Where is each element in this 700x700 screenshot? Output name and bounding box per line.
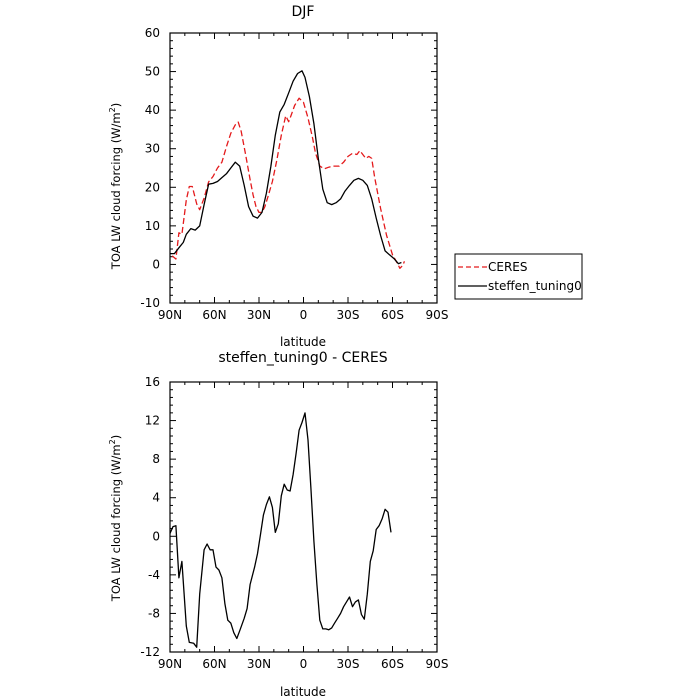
y-axis-label: TOA LW cloud forcing (W/m2) xyxy=(108,435,123,602)
y-tick-label: 0 xyxy=(152,529,160,543)
y-axis-label: TOA LW cloud forcing (W/m2) xyxy=(108,103,123,270)
legend-box xyxy=(454,253,583,300)
x-tick-label: 0 xyxy=(300,308,308,322)
x-tick-label: 90N xyxy=(158,657,182,671)
plot-frame xyxy=(169,381,438,653)
y-tick-label: -4 xyxy=(148,568,160,582)
x-tick-label: 30S xyxy=(337,657,360,671)
legend-label-steffen-tuning0: steffen_tuning0 xyxy=(488,279,582,293)
chart-title: DJF xyxy=(292,4,315,20)
x-tick-label: 60S xyxy=(381,308,404,322)
x-tick-label: 30S xyxy=(337,308,360,322)
x-tick-label: 60S xyxy=(381,657,404,671)
panel-djf: DJF TOA LW cloud forcing (W/m2) latitude… xyxy=(108,4,583,349)
plot-area: 90N 60N 30N 0 30S 60S 90S -12 -8 -4 0 4 8 12 16 xyxy=(140,375,448,671)
x-tick-label: 60N xyxy=(202,308,226,322)
y-tick-label: 50 xyxy=(145,65,160,79)
x-axis-label: latitude xyxy=(280,335,326,349)
series-line-steffen-tuning0 xyxy=(170,70,402,265)
x-tick-label: 90S xyxy=(426,308,449,322)
x-tick-label: 0 xyxy=(300,657,308,671)
plot-area: 90N 60N 30N 0 30S 60S 90S -10 0 10 20 30 40 50 60 xyxy=(140,26,448,322)
series-line-difference xyxy=(169,412,392,648)
x-axis-label: latitude xyxy=(280,685,326,699)
x-tick-label: 90S xyxy=(426,657,449,671)
series-line-ceres xyxy=(171,97,406,269)
y-tick-label: 20 xyxy=(145,180,160,194)
y-tick-label: 40 xyxy=(145,103,160,117)
y-tick-label: -10 xyxy=(140,296,160,310)
y-tick-label: 30 xyxy=(145,142,160,156)
y-tick-label: -8 xyxy=(148,606,160,620)
x-tick-label: 30N xyxy=(247,657,271,671)
x-tick-label: 30N xyxy=(247,308,271,322)
legend-label-ceres: CERES xyxy=(488,260,528,274)
y-tick-label: -12 xyxy=(140,645,160,659)
svg-text:TOA LW cloud forcing (W/m2): TOA LW cloud forcing (W/m2) xyxy=(108,435,123,602)
y-tick-label: 16 xyxy=(145,375,160,389)
y-tick-label: 0 xyxy=(152,257,160,271)
panel-difference: steffen_tuning0 - CERES TOA LW cloud for… xyxy=(108,350,448,699)
x-tick-label: 90N xyxy=(158,308,182,322)
legend: CERES steffen_tuning0 xyxy=(454,253,583,300)
y-tick-label: 10 xyxy=(145,219,160,233)
chart-title: steffen_tuning0 - CERES xyxy=(218,350,387,366)
x-tick-label: 60N xyxy=(202,657,226,671)
y-tick-label: 8 xyxy=(152,452,160,466)
y-tick-label: 60 xyxy=(145,26,160,40)
y-tick-label: 4 xyxy=(152,491,160,505)
svg-text:TOA LW cloud forcing (W/m2): TOA LW cloud forcing (W/m2) xyxy=(108,103,123,270)
y-tick-label: 12 xyxy=(145,414,160,428)
